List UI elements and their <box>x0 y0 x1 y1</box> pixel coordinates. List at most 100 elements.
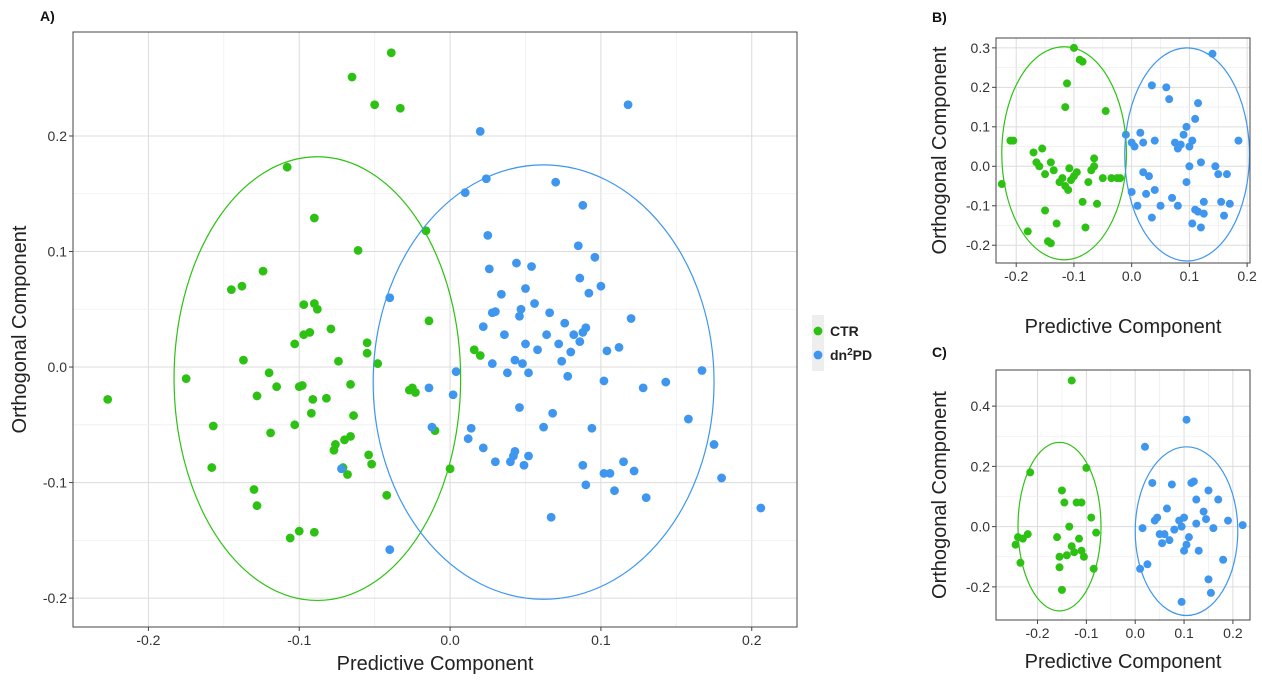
data-point <box>575 273 585 283</box>
data-point <box>614 343 624 352</box>
data-point <box>1220 211 1229 220</box>
data-point <box>661 377 671 387</box>
data-point <box>1179 130 1188 139</box>
data-point <box>1191 114 1200 123</box>
grid <box>73 32 797 627</box>
data-point <box>1160 530 1169 539</box>
data-point <box>1238 521 1247 530</box>
data-point <box>264 368 274 378</box>
data-point <box>308 394 318 404</box>
plot-frame <box>995 369 1251 621</box>
data-point <box>515 403 524 412</box>
data-point <box>484 264 494 274</box>
data-point <box>1206 588 1215 597</box>
data-point <box>533 345 542 355</box>
data-point <box>1064 185 1073 194</box>
data-point <box>542 330 552 340</box>
data-point <box>1204 575 1213 584</box>
data-point <box>1204 486 1213 495</box>
data-point <box>1057 486 1066 495</box>
confidence-ellipse-dn2pd <box>1124 47 1251 262</box>
data-point <box>1023 530 1032 539</box>
legend-key-dn2pd <box>813 350 823 360</box>
panel-label: A) <box>40 8 55 24</box>
data-point <box>1065 164 1074 173</box>
data-point <box>581 323 591 333</box>
data-point <box>1150 136 1159 145</box>
data-point <box>530 299 539 308</box>
data-point <box>599 468 609 478</box>
panel-a: A) -0.2 -0.1 0.0 0.1 0.2 -0.2 -0.1 0.0 0.1 0.2 Pred… <box>9 8 798 675</box>
data-point <box>1062 551 1071 560</box>
data-point <box>373 359 383 368</box>
series-dn2pd <box>1121 49 1243 232</box>
data-point <box>1052 219 1061 228</box>
y-axis-title: Orthogonal Component <box>929 391 951 599</box>
data-point <box>1133 201 1142 210</box>
data-point <box>1101 107 1110 116</box>
data-point <box>349 411 358 420</box>
data-point <box>1222 170 1231 179</box>
data-point <box>1098 174 1107 183</box>
data-point <box>309 213 319 223</box>
data-point <box>1029 148 1038 157</box>
data-point <box>299 300 309 310</box>
data-point <box>684 414 693 424</box>
data-point <box>638 383 648 393</box>
data-point <box>475 126 485 136</box>
data-point <box>1182 415 1191 424</box>
data-point <box>1180 513 1189 522</box>
legend-label-ctr: CTR <box>830 323 859 339</box>
panel-label: B) <box>932 9 947 25</box>
data-point <box>1188 219 1197 228</box>
data-point <box>252 391 262 401</box>
data-point <box>1067 542 1076 551</box>
y-tick-label: 0.4 <box>971 398 991 414</box>
x-tick-label: 0.2 <box>1223 625 1243 641</box>
data-point <box>1035 162 1044 171</box>
data-point <box>1041 206 1050 215</box>
data-point <box>1188 136 1197 145</box>
data-point <box>1011 540 1020 549</box>
data-point <box>1090 162 1099 171</box>
data-point <box>1130 142 1139 151</box>
data-point <box>1053 533 1062 542</box>
data-point <box>1211 162 1220 171</box>
data-point <box>1214 495 1223 504</box>
data-point <box>551 177 561 187</box>
x-axis-title: Predictive Component <box>1025 316 1222 338</box>
data-point <box>1139 168 1148 177</box>
data-point <box>521 284 530 293</box>
data-point <box>1147 213 1156 222</box>
data-point <box>362 348 372 358</box>
data-point <box>1107 174 1116 183</box>
data-point <box>1219 555 1228 564</box>
data-point <box>709 440 719 449</box>
grid <box>996 38 1250 263</box>
legend-superscript: 2 <box>847 347 853 358</box>
data-point <box>1079 552 1088 561</box>
data-point <box>326 324 336 334</box>
data-point <box>322 393 331 403</box>
data-point <box>1041 170 1050 179</box>
data-point <box>619 457 628 467</box>
data-point <box>1196 158 1205 167</box>
x-axis-title: Predictive Component <box>1025 651 1222 673</box>
data-point <box>563 371 573 381</box>
data-point <box>410 388 420 397</box>
data-point <box>524 368 533 378</box>
panel-b: B) -0.2 -0.1 0.0 0.1 0.2 -0.2 -0.1 0.0 0.1 0.2 0.3 P… <box>929 9 1257 338</box>
data-point <box>364 450 374 460</box>
data-point <box>1158 539 1167 548</box>
data-point <box>252 501 262 511</box>
data-point <box>1140 442 1149 451</box>
y-tick-label: 0.2 <box>48 128 68 144</box>
data-point <box>554 339 564 349</box>
data-point <box>1065 522 1074 531</box>
data-point <box>1090 154 1099 163</box>
data-point <box>249 485 259 494</box>
series-ctr <box>103 48 485 543</box>
data-point <box>382 490 392 500</box>
data-point <box>207 463 217 472</box>
data-point <box>1070 548 1079 557</box>
